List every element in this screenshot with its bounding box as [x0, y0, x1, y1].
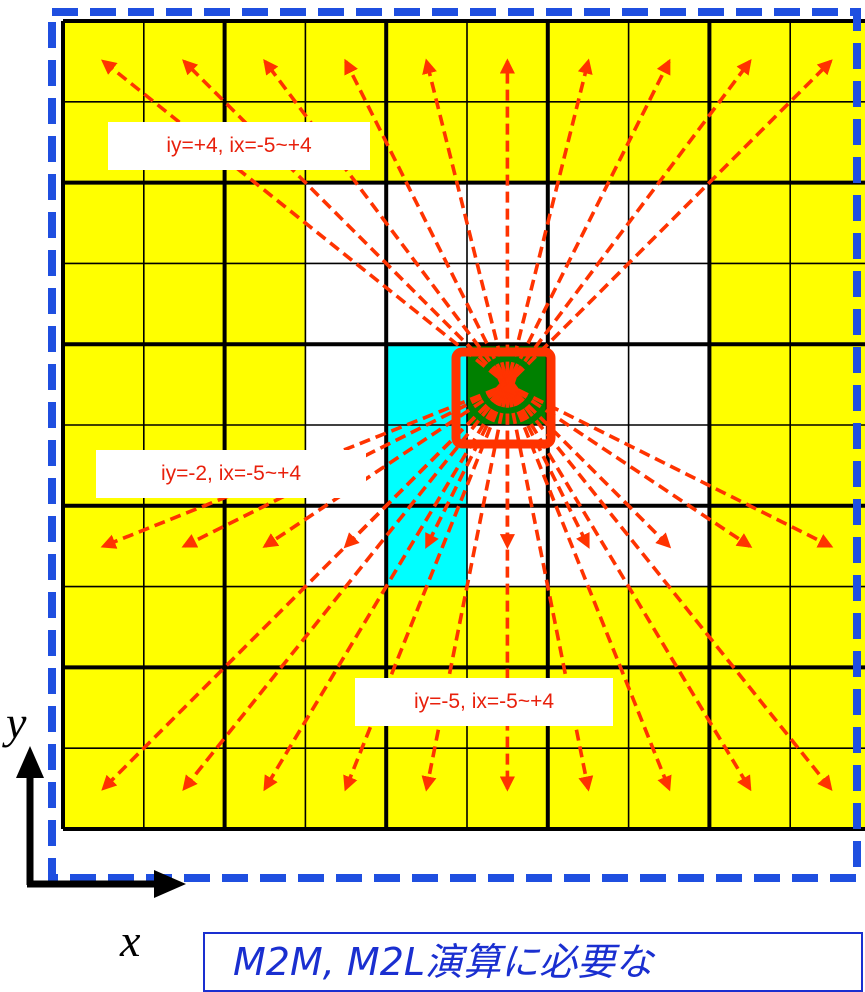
grid-cell	[628, 344, 710, 425]
grid-cell	[547, 344, 629, 425]
x-axis-label: x	[120, 915, 141, 966]
domain-border	[48, 8, 861, 882]
grid-cell	[63, 182, 144, 264]
grid-cell	[224, 263, 306, 345]
y-axis-arrowhead	[16, 746, 44, 778]
label-middle-row: iy=-2, ix=-5~+4	[96, 450, 366, 498]
grid-cell	[709, 182, 791, 264]
grid-cell	[709, 344, 791, 425]
caption-box: M2M, M2L演算に必要な	[203, 932, 863, 992]
source-cell-highlight	[451, 347, 556, 449]
grid-cell	[63, 344, 144, 425]
grid-cell	[63, 667, 144, 749]
grid-cell	[628, 586, 710, 668]
grid-cell	[628, 667, 710, 749]
grid-cell	[63, 586, 144, 668]
grid-cell	[63, 263, 144, 345]
grid-cell	[143, 182, 225, 264]
grid-cell	[224, 667, 306, 749]
grid-cell	[305, 263, 387, 345]
grid-cell	[709, 667, 791, 749]
label-bottom-row: iy=-5, ix=-5~+4	[355, 678, 613, 726]
grid-cell	[709, 21, 791, 102]
grid-cell	[709, 425, 791, 506]
x-axis-arrowhead	[154, 870, 186, 898]
grid-cell	[224, 182, 306, 264]
arrow-to-top-row	[501, 59, 833, 391]
grid-cell	[709, 505, 791, 587]
grid-cell	[628, 425, 710, 506]
grid-cell	[709, 586, 791, 668]
arrow-to-top-row	[422, 58, 515, 387]
grid-cell	[628, 263, 710, 345]
grid-cell	[709, 263, 791, 345]
grid-cell	[224, 344, 306, 425]
grid-cell	[709, 748, 791, 829]
grid-cell	[143, 586, 225, 668]
grid-cell	[305, 344, 387, 425]
grid-cell	[63, 505, 144, 587]
grid-cell	[143, 263, 225, 345]
y-axis-label: y	[6, 697, 27, 748]
grid-cell	[547, 21, 629, 102]
label-top-row: iy=+4, ix=-5~+4	[108, 122, 370, 170]
grid-cell	[305, 586, 387, 668]
grid-cell	[143, 748, 225, 829]
grid-cell	[547, 182, 629, 264]
grid-cell	[143, 344, 225, 425]
